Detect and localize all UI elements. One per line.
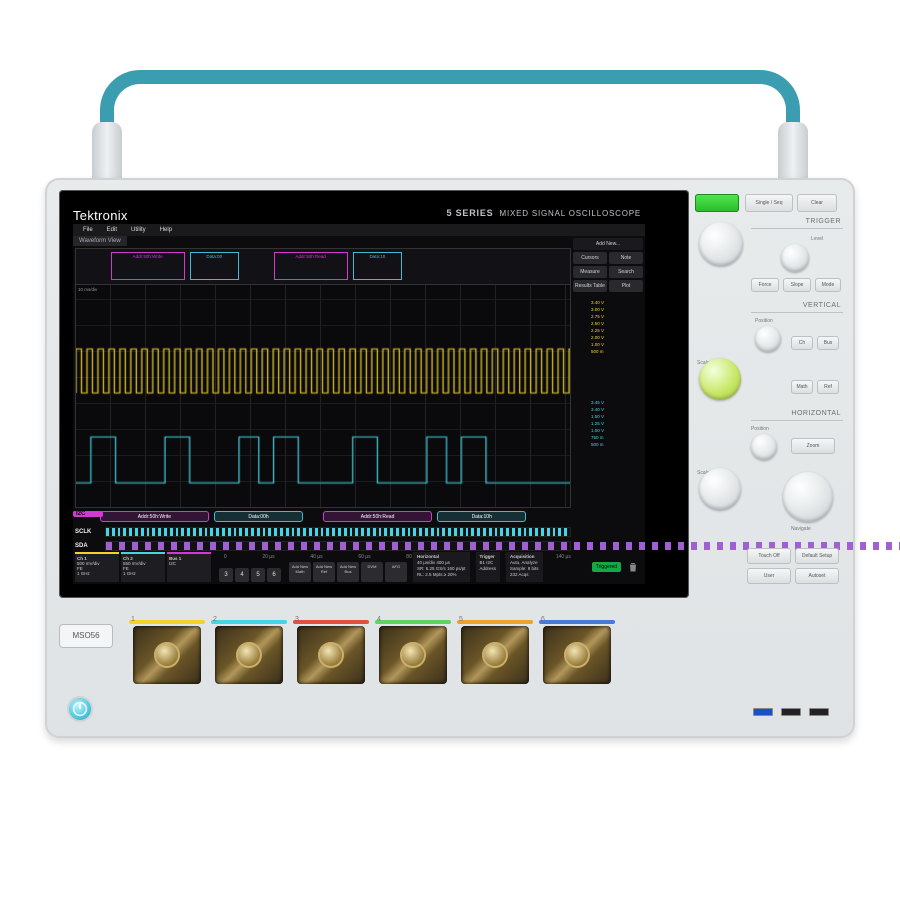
menu-file[interactable]: File [77,226,99,234]
add-ch-5[interactable]: 5 [251,568,265,582]
math-button[interactable]: Math [791,380,813,394]
horizontal-info[interactable]: Horizontal40 µs/div 400 µsSR: 6.25 GS/s … [413,552,470,582]
add-ch-3[interactable]: 3 [219,568,233,582]
single-seq-button[interactable]: Single / Seq [745,194,793,212]
menubar: File Edit Utility Help [73,224,645,236]
display-bezel: Tektronix 5 SERIES MIXED SIGNAL OSCILLOS… [59,190,689,598]
channel-badge-1[interactable]: Ch 1500 mV/divFE1 GHz [75,552,119,582]
default-setup-button[interactable]: Default Setup [795,548,839,564]
force-button[interactable]: Force [751,278,779,292]
triggered-badge: Triggered [592,562,621,572]
bottom-bar: Ch 1500 mV/divFE1 GHzCh 2550 mV/divFE1 G… [75,552,643,582]
menu-help[interactable]: Help [154,226,178,234]
btn-add-new-ref[interactable]: Add New Ref [313,562,335,582]
multipurpose-knob[interactable] [699,222,743,266]
btn-search[interactable]: Search [609,266,643,278]
v-position-label: Position [755,318,773,324]
zoom-overview[interactable]: 10 ms/divAddr:50h:WriteData:00Addr:50h:R… [76,249,570,285]
autoset-button[interactable]: Autoset [795,568,839,584]
sda-track [105,541,571,551]
sclk-track [105,527,571,537]
usb-port-1[interactable] [781,708,801,716]
menu-edit[interactable]: Edit [101,226,123,234]
side-buttons: Add New... Cursors Note Measure Search R… [573,238,643,292]
channel-badge-B[interactable]: Bus 1I2C [167,552,211,582]
trigger-section-label: TRIGGER [806,218,841,225]
pan-knob[interactable] [783,472,833,522]
btn-add-new-bus[interactable]: Add New Bus [337,562,359,582]
horizontal-position-knob[interactable] [751,434,777,460]
add-new-label: Add New... [573,238,643,250]
carry-handle [100,70,800,130]
btn-plot[interactable]: Plot [609,280,643,292]
bnc-input-3[interactable]: 3 [293,620,369,692]
product-line-label: 5 SERIES MIXED SIGNAL OSCILLOSCOPE [447,208,641,218]
usb-port-2[interactable] [809,708,829,716]
level-label: Level [811,236,823,242]
bnc-input-6[interactable]: 6 [539,620,615,692]
menu-utility[interactable]: Utility [125,226,152,234]
sclk-row: SCLK [75,526,571,538]
ch2-scale-labels: 3.45 V3.40 V1.50 V1.25 V1.00 V750 m500 m [591,399,604,448]
touch-off-button[interactable]: Touch Off [747,548,791,564]
btn-dvm[interactable]: DVM [361,562,383,582]
trigger-info[interactable]: TriggerB1 I2CAddress [476,552,501,582]
bnc-input-2[interactable]: 2 [211,620,287,692]
add-channel-buttons: 3456 [219,552,281,582]
model-badge: MSO56 [59,624,113,648]
zoom-button[interactable]: Zoom [791,438,835,454]
bus-button[interactable]: Bus [817,336,839,350]
add-ch-4[interactable]: 4 [235,568,249,582]
horizontal-scale-knob[interactable] [699,468,741,510]
btn-cursors[interactable]: Cursors [573,252,607,264]
h-position-label: Position [751,426,769,432]
btn-measure[interactable]: Measure [573,266,607,278]
add-new-buttons: Add New MathAdd New RefAdd New BusDVMAFG [289,552,407,582]
run-stop-button[interactable] [695,194,739,212]
btn-results-table[interactable]: Results Table [573,280,607,292]
ch-button[interactable]: Ch [791,336,813,350]
bnc-input-4[interactable]: 4 [375,620,451,692]
btn-afg[interactable]: AFG [385,562,407,582]
bus-label: I2C [73,511,103,517]
ch1-scale-labels: 3.40 V3.00 V2.75 V2.50 V2.25 V2.00 V1.00… [591,299,604,355]
vertical-position-knob[interactable] [755,326,781,352]
waveform-graticule[interactable]: 10 ms/divAddr:50h:WriteData:00Addr:50h:R… [75,248,571,508]
clear-button[interactable]: Clear [797,194,837,212]
bus-decode-row[interactable]: I2C Addr:50h:WriteData:00hAddr:50h:ReadD… [75,510,571,524]
add-ch-6[interactable]: 6 [267,568,281,582]
power-button[interactable] [69,698,91,720]
waveform-canvas [76,285,570,509]
front-panel-bottom: MSO56 123456 [59,610,841,726]
navigate-label: Navigate [791,526,811,532]
control-panel: Single / Seq Clear TRIGGER Level Force S… [695,190,843,598]
trigger-level-knob[interactable] [781,244,809,272]
acquisition-info[interactable]: AcquisitionAuto, AnalyzeSample: 8 bits23… [506,552,543,582]
view-label: Waveform View [73,236,127,246]
sda-row: SDA [75,540,571,552]
btn-add-new-math[interactable]: Add New Math [289,562,311,582]
slope-button[interactable]: Slope [783,278,811,292]
bnc-input-5[interactable]: 5 [457,620,533,692]
sda-label: SDA [75,543,105,549]
horizontal-section-label: HORIZONTAL [791,410,841,417]
ref-button[interactable]: Ref [817,380,839,394]
channel-badge-2[interactable]: Ch 2550 mV/divFE1 GHz [121,552,165,582]
user-button[interactable]: User [747,568,791,584]
trash-icon[interactable] [627,561,639,573]
vertical-section-label: VERTICAL [803,302,841,309]
usb3-port[interactable] [753,708,773,716]
sclk-label: SCLK [75,529,105,535]
bnc-input-1[interactable]: 1 [129,620,205,692]
mode-button[interactable]: Mode [815,278,841,292]
touchscreen[interactable]: File Edit Utility Help Waveform View Add… [73,224,645,584]
btn-note[interactable]: Note [609,252,643,264]
instrument-chassis: Tektronix 5 SERIES MIXED SIGNAL OSCILLOS… [45,178,855,738]
vertical-scale-knob[interactable] [699,358,741,400]
channel-badges: Ch 1500 mV/divFE1 GHzCh 2550 mV/divFE1 G… [75,552,211,582]
